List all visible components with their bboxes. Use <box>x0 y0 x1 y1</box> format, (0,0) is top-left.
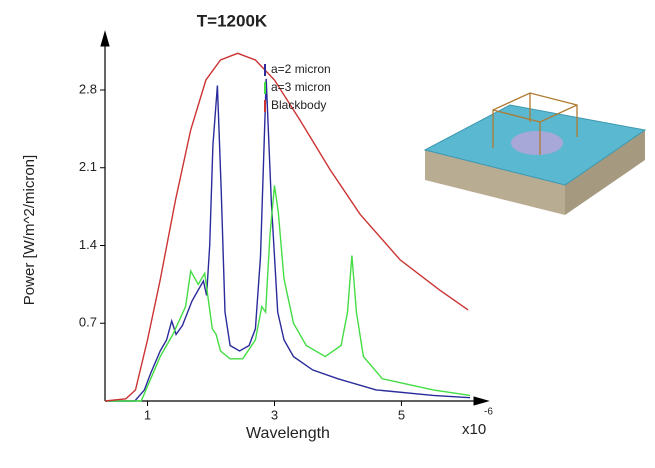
legend-label: Blackbody <box>271 98 326 112</box>
x-axis-label: Wavelength <box>246 425 330 442</box>
icon-frame <box>492 92 578 155</box>
axes <box>100 30 490 406</box>
chart-title: T=1200K <box>197 11 268 30</box>
y-tick-label: 2.1 <box>79 159 97 174</box>
y-axis-arrow <box>100 30 110 47</box>
series-line <box>105 185 471 402</box>
icon-side-front <box>425 150 565 215</box>
y-tick-label: 0.7 <box>79 315 97 330</box>
x-multiplier-exponent: -6 <box>484 407 493 418</box>
legend-label: a=3 micron <box>271 80 331 94</box>
x-tick-label: 3 <box>271 407 278 422</box>
y-tick-label: 1.4 <box>79 237 97 252</box>
series-line <box>104 52 469 402</box>
x-tick-label: 1 <box>144 407 151 422</box>
x-tick-label: 5 <box>398 407 405 422</box>
substrate-icon <box>423 92 647 215</box>
x-multiplier: x10 <box>462 421 486 438</box>
legend-label: a=2 micron <box>271 62 331 76</box>
y-tick-label: 2.8 <box>79 81 97 96</box>
x-axis-arrow <box>473 396 490 406</box>
icon-side-right <box>565 130 645 215</box>
series-line <box>105 78 471 402</box>
icon-disk <box>511 131 563 155</box>
y-axis-label: Power [W/m^2/micron] <box>21 155 38 305</box>
